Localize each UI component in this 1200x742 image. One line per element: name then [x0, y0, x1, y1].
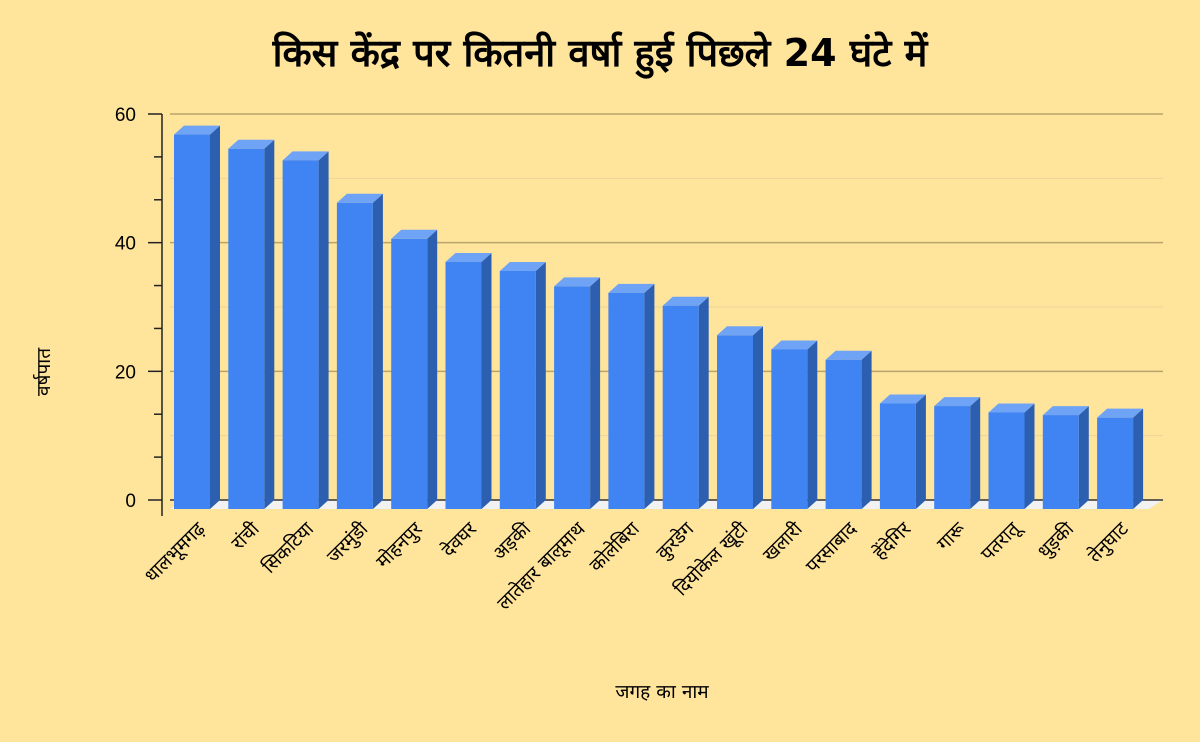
bar-top	[228, 139, 275, 149]
bar-14	[879, 394, 926, 509]
category-labels: धालभूमगढ़ रांचीसिकटिया जरमुंडी मोहनपुर देवघर…	[141, 516, 1134, 615]
bar-front	[445, 261, 482, 509]
bar-15	[934, 397, 981, 509]
bar-front	[825, 359, 862, 509]
bar-7	[499, 261, 546, 509]
bar-front	[717, 335, 753, 509]
bar-side	[698, 296, 709, 509]
category-label: धुड़की	[1033, 517, 1080, 564]
bar-front	[336, 202, 373, 509]
bar-9	[608, 283, 655, 509]
bar-side	[427, 229, 438, 509]
category-label: अड़की	[488, 517, 536, 565]
bar-side	[1133, 408, 1144, 509]
bar-11	[717, 326, 763, 509]
y-tick-label: 60	[115, 105, 136, 126]
bar-front	[608, 292, 645, 509]
bar-top	[934, 397, 981, 407]
bar-top	[879, 394, 926, 404]
category-label: परसाबाद	[802, 517, 862, 577]
category-label: रांची	[227, 517, 265, 555]
category-label: कोलेबिरा	[585, 517, 645, 577]
bar-top	[717, 326, 763, 336]
bar-6	[445, 252, 492, 509]
category-label: जरमुंडी	[322, 517, 374, 569]
bar-top	[174, 125, 220, 135]
y-tick-label: 40	[115, 234, 136, 255]
bar-front	[228, 148, 265, 510]
bar-side	[264, 139, 275, 510]
bar-front	[662, 305, 699, 509]
bar-top	[771, 340, 818, 350]
category-label: कुरडेग	[651, 517, 699, 565]
bar-front	[988, 412, 1025, 509]
bar-side	[1024, 403, 1035, 509]
category-label: धालभूमगढ़	[141, 518, 211, 588]
bar-side	[644, 283, 655, 509]
bar-12	[771, 340, 818, 509]
bar-4	[336, 193, 383, 509]
bar-side	[807, 340, 818, 509]
bar-top	[825, 350, 872, 360]
y-tick-label: 20	[115, 362, 136, 383]
bar-top	[336, 193, 383, 203]
bar-front	[174, 134, 210, 509]
bar-front	[934, 406, 971, 509]
bar-16	[988, 403, 1035, 509]
bar-side	[590, 277, 601, 509]
bar-side	[535, 261, 546, 509]
bar-top	[662, 296, 709, 306]
category-label: मोहनपुर	[371, 516, 428, 573]
y-axis-title: वर्षपात	[32, 347, 55, 396]
bar-front	[1097, 417, 1134, 509]
category-label: सिकटिया	[257, 517, 318, 578]
bar-side	[318, 151, 329, 509]
category-label: खलारी	[758, 517, 808, 567]
bar-front	[391, 238, 428, 509]
bar-front	[1042, 415, 1079, 509]
bar-side	[970, 397, 981, 509]
bar-side	[481, 252, 492, 509]
bar-front	[499, 270, 536, 509]
bar-top	[391, 229, 438, 239]
bar-side	[1078, 406, 1089, 509]
bar-top	[445, 252, 492, 262]
bar-front	[771, 349, 808, 509]
bar-3	[282, 151, 329, 509]
bar-10	[662, 296, 709, 509]
chart-title: किस केंद्र पर कितनी वर्षा हुई पिछले 24 घ…	[272, 31, 928, 75]
bar-side	[915, 394, 926, 509]
bar-side	[210, 125, 220, 509]
bar-8	[554, 277, 601, 509]
category-label: गारू	[933, 517, 971, 555]
bar-5	[391, 229, 438, 509]
category-label: पतरातू	[977, 516, 1027, 566]
bar-17	[1042, 406, 1089, 509]
bars	[174, 125, 1144, 510]
bar-side	[861, 350, 872, 509]
bar-18	[1097, 408, 1144, 509]
bar-side	[372, 193, 383, 509]
bar-2	[228, 139, 275, 510]
bar-top	[499, 261, 546, 271]
y-tick-label: 0	[125, 491, 136, 512]
category-label: तेनुघाट	[1083, 517, 1134, 568]
bar-1	[174, 125, 220, 509]
x-axis-title: जगह का नाम	[615, 681, 709, 703]
bar-top	[1042, 406, 1089, 416]
bar-front	[282, 160, 319, 509]
bar-top	[554, 277, 601, 287]
category-label: हेंदेगिर	[868, 516, 916, 564]
bar-13	[825, 350, 872, 509]
bar-front	[879, 403, 916, 509]
bar-top	[1097, 408, 1144, 418]
category-label: देवघर	[437, 516, 482, 561]
bar-top	[608, 283, 655, 293]
y-axis: 0 20 40 60	[115, 105, 163, 516]
bar-top	[988, 403, 1035, 413]
bar-side	[753, 326, 763, 509]
bar-top	[282, 151, 329, 161]
bar-front	[554, 286, 591, 509]
